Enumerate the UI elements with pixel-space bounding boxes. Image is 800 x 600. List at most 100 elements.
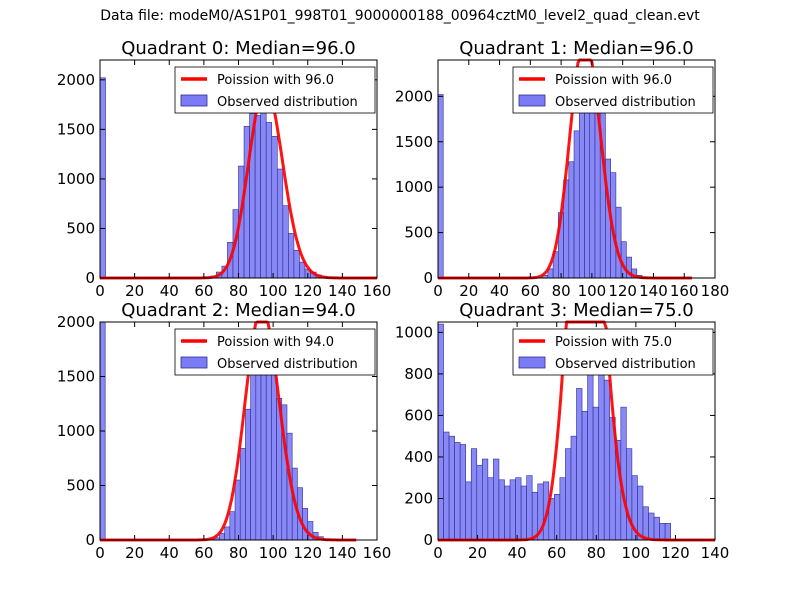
x-tick-label: 100: [578, 282, 607, 300]
x-tick-label: 100: [259, 544, 288, 562]
x-tick-label: 180: [701, 282, 730, 300]
histogram-bar: [443, 431, 450, 541]
x-tick-label: 40: [160, 282, 179, 300]
y-tick-label: 0: [423, 531, 433, 549]
x-tick-label: 100: [622, 544, 651, 562]
histogram-bar: [254, 115, 261, 279]
x-tick-label: 140: [701, 544, 730, 562]
histogram-bar: [465, 481, 472, 541]
plot-frame: [437, 321, 716, 541]
histogram-bar: [288, 233, 295, 279]
x-tick-label: 20: [468, 544, 487, 562]
histogram-bar: [99, 77, 106, 279]
legend-observed-label: Observed distribution: [555, 357, 696, 372]
y-tick-label: 800: [404, 365, 433, 383]
histogram-bar: [554, 494, 561, 541]
legend-observed-label: Observed distribution: [217, 95, 358, 110]
legend-fit-label: Poission with 94.0: [217, 335, 334, 350]
x-tick-label: 0: [433, 282, 443, 300]
histogram-bar: [293, 249, 300, 279]
x-tick-label: 0: [95, 282, 105, 300]
histogram-bar: [559, 477, 566, 541]
histogram-bar: [587, 367, 594, 541]
x-tick-label: 20: [125, 282, 144, 300]
histogram-bar: [570, 435, 577, 541]
y-tick-label: 500: [66, 219, 95, 237]
legend-observed-swatch: [180, 356, 208, 369]
x-tick-label: 80: [552, 282, 571, 300]
histogram-bar: [659, 523, 666, 541]
histogram-bar: [653, 516, 660, 541]
legend-fit-label: Poission with 96.0: [217, 73, 334, 88]
quadrant-1-chart: Quadrant 1: Median=96.0 0 20 40 60 80 100 120 14…: [395, 38, 730, 300]
histogram-bar: [239, 448, 246, 541]
x-tick-label: 100: [259, 282, 288, 300]
histogram-bar: [498, 479, 505, 541]
histogram-bar: [476, 464, 483, 541]
x-tick-label: 60: [194, 544, 213, 562]
histogram-bar: [520, 485, 527, 541]
histogram-bar: [603, 379, 611, 541]
x-tick-label: 160: [363, 282, 392, 300]
x-tick-label: 0: [95, 544, 105, 562]
x-tick-label: 80: [587, 544, 606, 562]
histogram-bar: [245, 408, 251, 541]
y-tick-label: 500: [404, 224, 433, 242]
y-tick-label: 1000: [57, 422, 95, 440]
histogram-bar: [584, 91, 591, 279]
x-tick-label: 120: [608, 282, 637, 300]
histogram-bar: [581, 410, 588, 541]
x-tick-label: 60: [547, 544, 566, 562]
y-tick-label: 1500: [57, 120, 95, 138]
x-tick-label: 40: [490, 282, 509, 300]
x-tick-label: 160: [670, 282, 699, 300]
histogram-bar: [276, 168, 284, 279]
histogram-bar: [504, 485, 511, 541]
x-tick-label: 60: [521, 282, 540, 300]
chart-title: Quadrant 3: Median=75.0: [459, 300, 694, 321]
y-tick-label: 1000: [395, 323, 433, 341]
y-tick-label: 1500: [57, 368, 95, 386]
x-tick-label: 80: [229, 282, 248, 300]
histogram-bar: [250, 354, 257, 541]
y-tick-label: 600: [404, 406, 433, 424]
x-tick-label: 80: [229, 544, 248, 562]
histogram-bar: [243, 126, 250, 279]
x-tick-label: 140: [328, 544, 357, 562]
x-tick-label: 160: [363, 544, 392, 562]
histogram-bar: [531, 491, 539, 541]
x-tick-label: 120: [293, 544, 322, 562]
legend-observed-swatch: [518, 94, 546, 107]
histogram-bar: [448, 435, 455, 541]
y-tick-label: 2000: [395, 87, 433, 105]
histogram-bar: [578, 111, 585, 279]
legend-observed-label: Observed distribution: [555, 95, 696, 110]
histogram-bar: [299, 261, 306, 279]
y-tick-label: 1500: [395, 133, 433, 151]
histogram-bar: [234, 479, 241, 541]
histogram-bar: [565, 448, 572, 541]
x-tick-label: 120: [661, 544, 690, 562]
chart-title: Quadrant 0: Median=96.0: [121, 38, 356, 59]
histogram-bar: [568, 161, 575, 279]
histogram-bar: [493, 458, 500, 541]
histogram-bar: [271, 136, 278, 279]
histogram-bar: [620, 406, 627, 541]
y-tick-label: 2000: [57, 71, 95, 89]
x-tick-label: 140: [639, 282, 668, 300]
legend-box: [174, 328, 376, 376]
histogram-bar: [260, 109, 267, 279]
histogram-bar: [482, 458, 489, 541]
histogram-bar: [573, 130, 580, 279]
histogram-bar: [229, 511, 236, 541]
histogram-bar: [509, 479, 516, 541]
y-tick-label: 0: [85, 269, 95, 287]
histogram-bar: [515, 477, 522, 541]
x-tick-label: 20: [125, 544, 144, 562]
legend-observed-swatch: [518, 356, 546, 369]
histogram-bar: [642, 506, 649, 541]
histogram-bar: [576, 388, 583, 541]
x-tick-label: 120: [293, 282, 322, 300]
histogram-bar: [664, 523, 671, 541]
